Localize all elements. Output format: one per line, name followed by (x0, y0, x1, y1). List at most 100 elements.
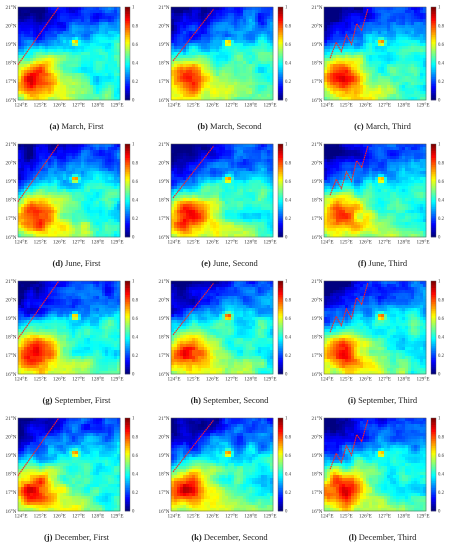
heat-cell (393, 73, 397, 77)
heat-cell (81, 10, 85, 14)
heat-cell (246, 25, 250, 29)
heat-cell (180, 156, 184, 160)
heat-cell (42, 198, 46, 202)
heat-cell (36, 204, 40, 208)
heat-cell (66, 213, 70, 217)
heat-cell (252, 28, 256, 32)
heat-cell (72, 204, 76, 208)
heat-cell (99, 55, 103, 59)
heat-cell (57, 186, 61, 190)
heat-cell (330, 49, 334, 53)
heat-cell (102, 46, 106, 50)
heat-cell (78, 76, 82, 80)
heat-cell (183, 73, 187, 77)
heat-cell (69, 159, 73, 163)
heat-cell (36, 231, 40, 235)
heat-cell (270, 168, 274, 172)
colorbar-step (431, 27, 436, 31)
heat-cell (255, 165, 259, 169)
heat-cell (252, 16, 256, 20)
heat-cell (33, 37, 37, 41)
heat-cell (351, 82, 355, 86)
heat-cell (234, 22, 238, 26)
heat-cell (372, 22, 376, 26)
heat-cell (54, 7, 58, 11)
heat-cell (18, 192, 22, 196)
heat-cell (354, 79, 358, 83)
colorbar-step (125, 150, 130, 154)
heat-cell (258, 82, 262, 86)
heat-cell (33, 153, 37, 157)
heat-cell (42, 16, 46, 20)
heat-cell (30, 177, 34, 181)
heat-cell (390, 82, 394, 86)
heat-cell (216, 186, 220, 190)
heat-cell (78, 180, 82, 184)
heat-cell (18, 19, 22, 23)
heat-cell (345, 49, 349, 53)
heat-cell (345, 19, 349, 23)
heat-cell (258, 177, 262, 181)
heat-cell (177, 16, 181, 20)
heat-cell (423, 64, 427, 68)
heat-cell (105, 46, 109, 50)
heat-cell (18, 156, 22, 160)
heat-cell (393, 82, 397, 86)
heat-cell (75, 46, 79, 50)
heat-cell (99, 186, 103, 190)
heat-cell (198, 88, 202, 92)
heat-cell (237, 162, 241, 166)
heat-cell (81, 204, 85, 208)
heat-cell (219, 13, 223, 17)
heat-cell (207, 156, 211, 160)
heat-cell (213, 22, 217, 26)
lat-tick-label: 21°N (158, 4, 169, 11)
heat-cell (45, 195, 49, 199)
heat-cell (258, 180, 262, 184)
heat-cell (96, 10, 100, 14)
heat-cell (234, 156, 238, 160)
heat-cell (45, 219, 49, 223)
heat-cell (60, 13, 64, 17)
heat-cell (105, 177, 109, 181)
heat-cell (267, 156, 271, 160)
heat-cells (18, 144, 121, 238)
heat-cell (201, 168, 205, 172)
heat-cell (330, 28, 334, 32)
heat-cell (192, 91, 196, 95)
heat-cell (267, 31, 271, 35)
colorbar-step (431, 30, 436, 33)
heat-cell (90, 40, 94, 44)
heat-cell (219, 150, 223, 154)
heat-cell (234, 82, 238, 86)
heat-cell (75, 180, 79, 184)
heat-cell (417, 46, 421, 50)
heat-cell (366, 37, 370, 41)
heat-cell (60, 76, 64, 80)
heat-cell (234, 150, 238, 154)
heat-cell (372, 64, 376, 68)
heat-cell (45, 7, 49, 11)
heat-cell (81, 97, 85, 101)
heat-cell (258, 76, 262, 80)
heat-cell (57, 168, 61, 172)
heat-cell (99, 174, 103, 178)
heat-cell (264, 162, 268, 166)
heat-cell (42, 162, 46, 166)
heat-cell (405, 97, 409, 101)
heat-cell (408, 64, 412, 68)
heat-cell (363, 58, 367, 62)
heat-cell (174, 67, 178, 71)
heat-cell (171, 25, 175, 29)
heat-cell (345, 10, 349, 14)
heat-cell (207, 147, 211, 151)
heat-cell (39, 10, 43, 14)
colorbar-step (125, 76, 130, 80)
heat-cell (183, 43, 187, 47)
heat-cell (249, 61, 253, 65)
heat-cell (51, 210, 55, 214)
heat-cell (375, 52, 379, 56)
heat-cell (408, 85, 412, 89)
heat-cell (39, 70, 43, 74)
heat-cell (57, 159, 61, 163)
